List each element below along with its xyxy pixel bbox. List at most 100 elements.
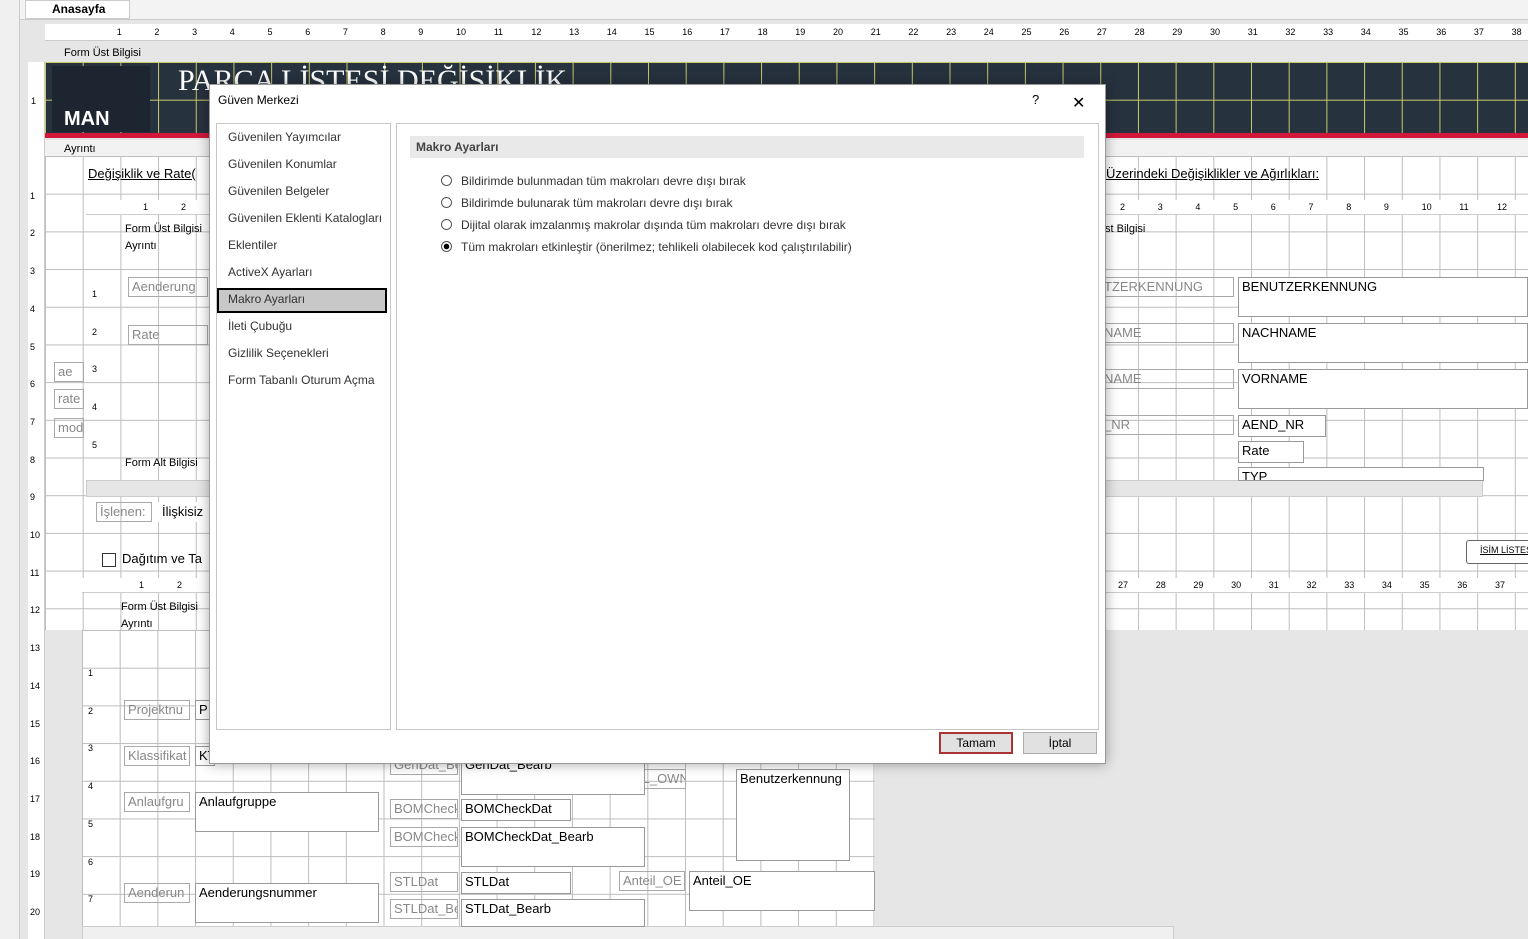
field: İlişkisiz	[158, 502, 218, 522]
field: Benutzerkennung	[736, 769, 850, 861]
nav-item[interactable]: Makro Ayarları	[228, 292, 306, 306]
heading: Değişiklik ve Rate(	[88, 166, 196, 181]
ruler-number: 36	[1436, 27, 1447, 37]
radio[interactable]	[441, 219, 452, 230]
nav-item[interactable]: ActiveX Ayarları	[228, 265, 313, 279]
label: Anteil_OE	[619, 871, 685, 891]
ruler-number: 1	[31, 96, 37, 106]
cancel-button[interactable]: İptal	[1023, 732, 1097, 754]
ruler-number: 1	[143, 202, 149, 212]
field: BOMCheckDat_Bearb	[461, 827, 645, 867]
tab[interactable]	[25, 0, 130, 19]
nav-item[interactable]: Eklentiler	[228, 238, 278, 252]
ruler-number: 11	[493, 27, 504, 37]
ruler-number: 33	[1344, 580, 1355, 590]
ruler-number: 16	[30, 756, 41, 767]
section-label: Form Üst Bilgisi	[125, 223, 203, 235]
ruler-number: 2	[177, 580, 183, 590]
help-button[interactable]: ?	[1032, 92, 1040, 107]
ruler-number: 12	[1497, 202, 1508, 212]
ruler-number: 4	[1195, 202, 1201, 212]
ruler-number: 6	[305, 27, 311, 37]
ok-button[interactable]: Tamam	[939, 732, 1013, 754]
nav-strip	[0, 0, 20, 939]
nav-item[interactable]: Güvenilen Konumlar	[228, 157, 337, 171]
field: NACHNAME	[1238, 323, 1528, 363]
radio[interactable]	[441, 175, 452, 186]
label: NAME	[1100, 369, 1234, 389]
ruler-number: 5	[1233, 202, 1239, 212]
button-label: İSİM LİSTES	[1480, 545, 1528, 555]
ruler-number: 38	[1511, 27, 1522, 37]
checkbox[interactable]	[102, 553, 116, 567]
ruler-number: 3	[88, 743, 94, 754]
ruler-number: 27	[1096, 27, 1107, 37]
label: Projektnu	[124, 700, 190, 720]
ruler-number: 37	[1473, 27, 1484, 37]
radio-label[interactable]: Tüm makroları etkinleştir (önerilmez; te…	[461, 240, 852, 254]
nav-item[interactable]: İleti Çubuğu	[228, 319, 293, 333]
radio-label[interactable]: Bildirimde bulunmadan tüm makroları devr…	[461, 174, 746, 188]
ruler-number: 1	[88, 668, 94, 678]
label: STLDat_Be	[390, 899, 458, 919]
ruler-number: 4	[30, 303, 36, 314]
ruler-number: 9	[30, 492, 36, 503]
nav-item[interactable]: Form Tabanlı Oturum Açma	[228, 373, 375, 387]
radio[interactable]	[441, 197, 452, 208]
ruler-number: 11	[1459, 202, 1469, 212]
ruler-number: 17	[719, 27, 730, 37]
nav-item[interactable]: Gizlilik Seçenekleri	[228, 346, 329, 360]
ruler-number: 5	[30, 341, 36, 352]
logo: MAN	[64, 108, 110, 130]
ruler-number: 1	[139, 580, 145, 590]
close-button[interactable]: ✕	[1072, 95, 1086, 112]
nav-highlight	[217, 288, 387, 313]
ruler-number: 25	[1021, 27, 1032, 37]
ruler-number: 3	[1157, 202, 1163, 212]
ruler-number: 20	[833, 27, 844, 37]
ruler-left	[28, 62, 45, 939]
ruler-number: 18	[30, 831, 41, 842]
label: TZERKENNUNG	[1100, 277, 1234, 297]
nav-item[interactable]: Güvenilen Belgeler	[228, 184, 330, 198]
section-label: Ayrıntı	[64, 143, 96, 155]
ruler-number: 7	[342, 27, 348, 37]
ruler-number: 23	[946, 27, 957, 37]
ruler-number: 34	[1381, 580, 1392, 590]
ruler-number: 34	[1360, 27, 1371, 37]
ruler-number: 2	[154, 27, 160, 37]
dialog-content	[396, 123, 1099, 730]
ruler-number: 30	[1210, 27, 1221, 37]
ruler-number: 5	[267, 27, 273, 37]
ruler-number: 36	[1457, 580, 1468, 590]
nav-item[interactable]: Güvenilen Eklenti Katalogları	[228, 211, 383, 225]
names-button[interactable]	[1466, 540, 1528, 564]
radio[interactable]	[441, 241, 452, 252]
ruler-number: 15	[644, 27, 655, 37]
checkbox-label: Dağıtım ve Ta	[122, 551, 202, 566]
ruler-number: 2	[92, 326, 98, 337]
ruler-number: 5	[92, 439, 98, 450]
nav-item[interactable]: Güvenilen Yayımcılar	[228, 130, 341, 144]
ruler-number: 19	[30, 869, 41, 880]
ruler-number: 31	[1247, 27, 1258, 37]
ruler-number: 10	[1421, 202, 1432, 212]
section-label: Ayrıntı	[121, 618, 153, 630]
field: VORNAME	[1238, 369, 1528, 409]
ruler-number: 2	[1120, 202, 1126, 212]
dialog-nav	[216, 123, 391, 730]
tab-bar	[0, 0, 1528, 20]
section-label: Ayrıntı	[125, 240, 157, 252]
ruler-number: 1	[92, 289, 98, 299]
scrollbar[interactable]	[82, 926, 1174, 939]
tab-label[interactable]: Anasayfa	[52, 2, 106, 16]
ruler-number: 9	[1383, 202, 1389, 212]
radio-label[interactable]: Dijital olarak imzalanmış makrolar dışın…	[461, 218, 846, 232]
radio-label[interactable]: Bildirimde bulunarak tüm makroları devre…	[461, 196, 733, 210]
ruler-number: 8	[30, 454, 36, 465]
ruler-number: 11	[30, 567, 40, 578]
label: Aenderun	[124, 883, 190, 903]
ruler-number: 2	[88, 705, 94, 716]
ruler-number: 6	[30, 379, 36, 390]
